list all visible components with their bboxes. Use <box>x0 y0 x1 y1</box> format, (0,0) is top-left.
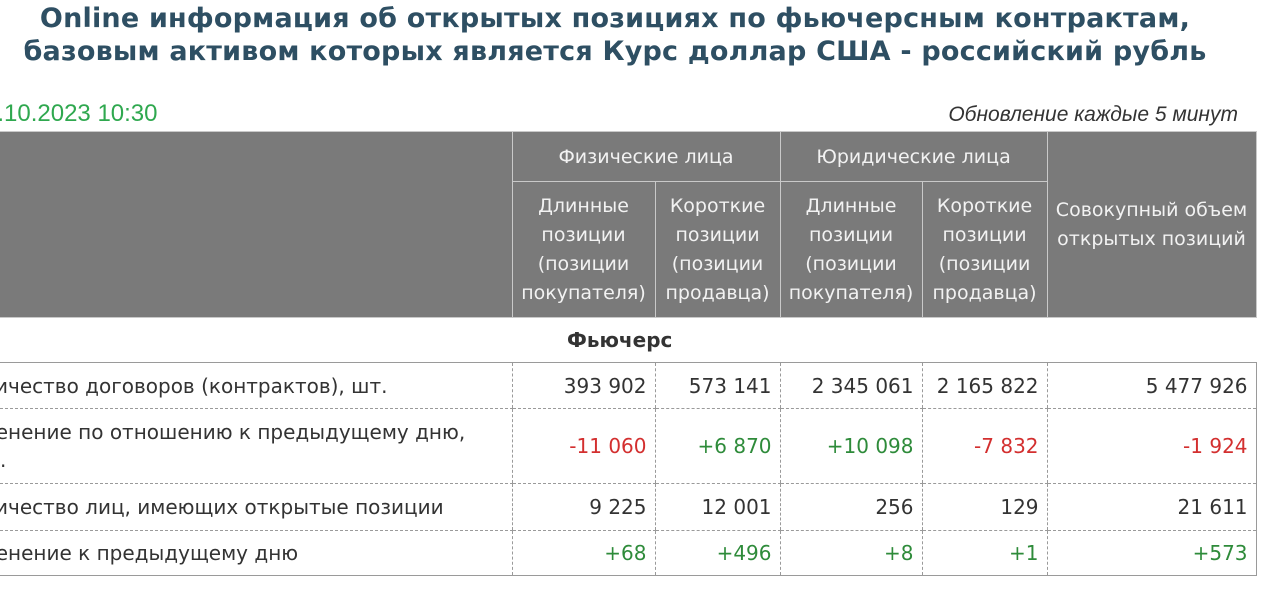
cell-value: 573 141 <box>654 362 781 409</box>
header-blank <box>0 131 513 318</box>
row-label: оличество договоров (контрактов), шт. <box>0 362 512 409</box>
header-total-open-interest: Совокупный объем открытых позиций <box>1046 131 1257 318</box>
page-title-line-2: базовым активом которых является Курс до… <box>23 36 1207 67</box>
cell-value: 9 225 <box>511 483 655 531</box>
cell-value: -1 924 <box>1046 408 1257 484</box>
header-legal-long: Длинные позиции (позиции покупателя) <box>779 181 923 318</box>
header-individuals-short: Короткие позиции (позиции продавца) <box>654 181 781 318</box>
cell-value: +1 <box>921 530 1048 576</box>
row-label: зменение к предыдущему дню <box>0 530 512 576</box>
header-individuals-long: Длинные позиции (позиции покупателя) <box>511 181 656 318</box>
page-title: Online информация об открытых позициях п… <box>0 2 1230 68</box>
header-legal-short: Короткие позиции (позиции продавца) <box>921 181 1048 318</box>
row-label: зменение по отношению к предыдущему дню,… <box>0 408 512 484</box>
cell-value: +10 098 <box>779 408 923 484</box>
timestamp: 2.10.2023 10:30 <box>0 100 158 127</box>
cell-value: 2 345 061 <box>779 362 923 409</box>
table-row: оличество договоров (контрактов), шт. 39… <box>0 362 1257 409</box>
header-legal-entities: Юридические лица <box>779 131 1048 182</box>
section-spacer <box>0 317 512 363</box>
cell-value: 12 001 <box>654 483 781 531</box>
cell-value: 21 611 <box>1046 483 1257 531</box>
update-note: Обновление каждые 5 минут <box>948 103 1238 126</box>
section-title-futures: Фьючерс <box>512 317 1257 363</box>
cell-value: +6 870 <box>654 408 781 484</box>
table-row: зменение по отношению к предыдущему дню,… <box>0 408 1257 484</box>
table-row: оличество лиц, имеющих открытые позиции … <box>0 483 1257 531</box>
cell-value: 5 477 926 <box>1046 362 1257 409</box>
cell-value: +496 <box>654 530 781 576</box>
cell-value: +573 <box>1046 530 1257 576</box>
header-individuals: Физические лица <box>511 131 781 182</box>
cell-value: -11 060 <box>511 408 655 484</box>
cell-value: 256 <box>779 483 923 531</box>
cell-value: 2 165 822 <box>921 362 1048 409</box>
cell-value: 129 <box>921 483 1048 531</box>
cell-value: 393 902 <box>511 362 655 409</box>
row-label: оличество лиц, имеющих открытые позиции <box>0 483 512 531</box>
open-positions-table: Физические лица Юридические лица Совокуп… <box>0 131 1257 576</box>
cell-value: +68 <box>511 530 655 576</box>
cell-value: +8 <box>779 530 923 576</box>
cell-value: -7 832 <box>921 408 1048 484</box>
page-title-line-1: Online информация об открытых позициях п… <box>39 3 1191 34</box>
table-row: зменение к предыдущему дню +68 +496 +8 +… <box>0 530 1257 576</box>
